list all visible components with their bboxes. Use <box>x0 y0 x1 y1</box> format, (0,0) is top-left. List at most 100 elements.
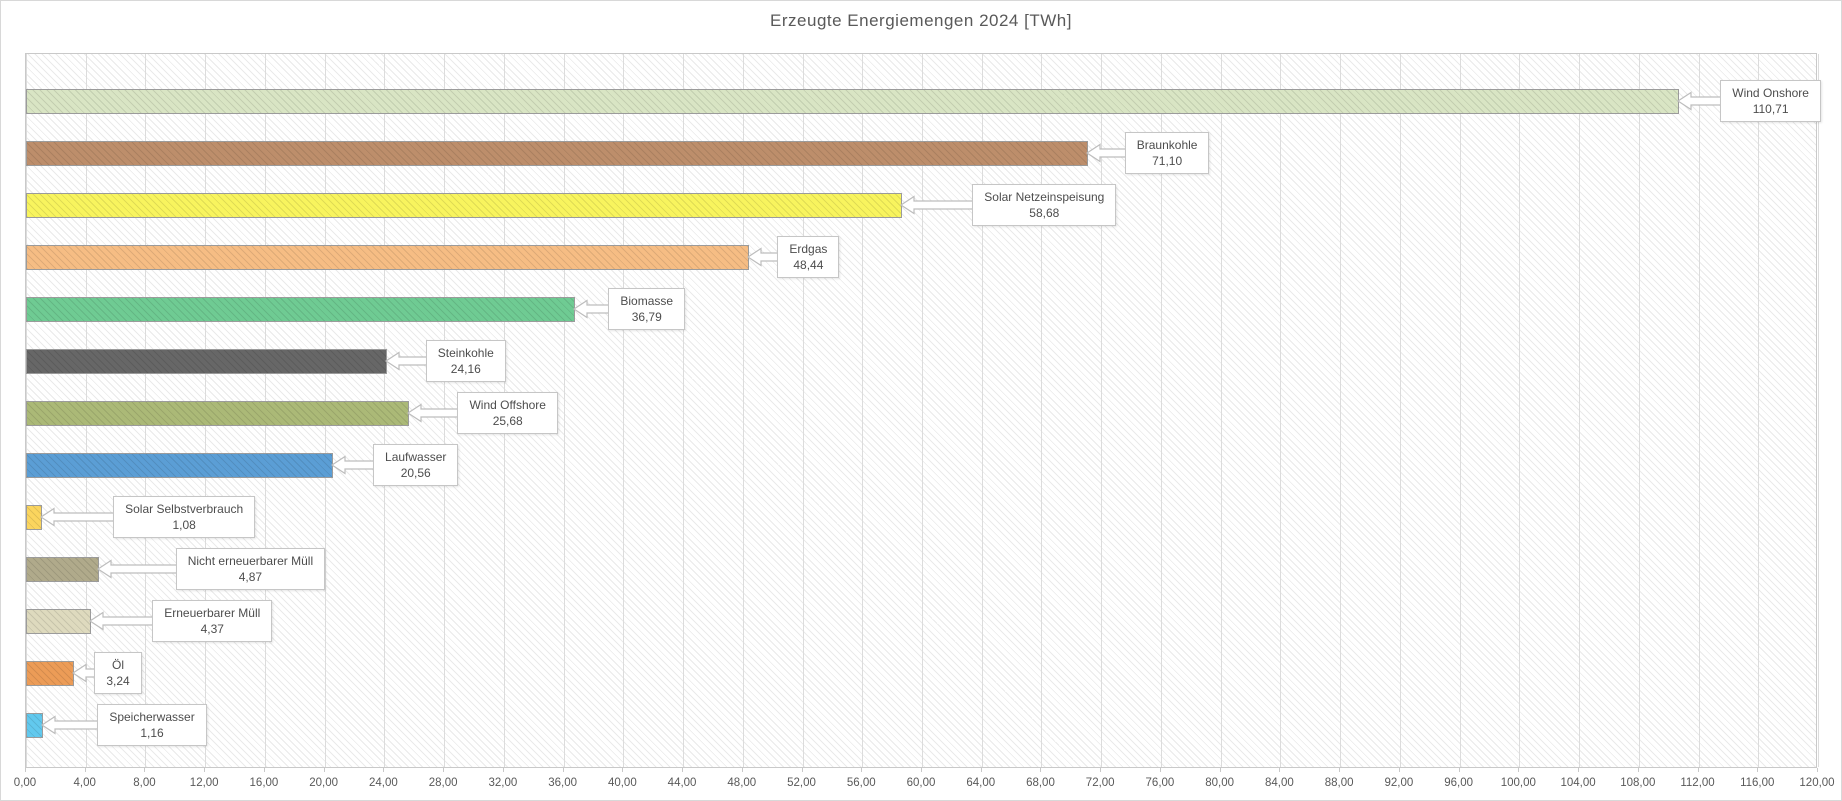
bar-callout: Öl 3,24 <box>94 652 142 694</box>
callout-arrow-icon <box>96 559 182 579</box>
bar-callout-label: Nicht erneuerbarer Müll <box>187 554 314 568</box>
x-tick-label: 52,00 <box>787 777 816 789</box>
axis-tick <box>801 768 803 772</box>
bar-callout: Erneuerbarer Müll 4,37 <box>152 600 273 642</box>
x-tick-label: 84,00 <box>1265 777 1294 789</box>
bar-callout-label: Laufwasser <box>385 450 447 464</box>
axis-tick <box>502 768 504 772</box>
gridline <box>1459 54 1461 767</box>
gridline <box>1579 54 1581 767</box>
gridline <box>1399 54 1401 767</box>
gridline <box>742 54 744 767</box>
bar-callout-value: 36,79 <box>631 310 662 324</box>
gridline <box>1101 54 1103 767</box>
gridline <box>1818 54 1819 767</box>
axis-tick <box>1757 768 1759 772</box>
axis-tick <box>1637 768 1639 772</box>
bar-callout-label: Steinkohle <box>437 346 494 360</box>
axis-tick <box>1100 768 1102 772</box>
axis-tick <box>1458 768 1460 772</box>
x-tick-label: 28,00 <box>428 777 458 789</box>
gridline <box>683 54 685 767</box>
bar <box>26 192 903 218</box>
bar-callout-label: Öl <box>112 658 125 672</box>
axis-tick <box>144 768 146 772</box>
bar <box>26 88 1680 114</box>
gridline <box>1280 54 1282 767</box>
bar-callout-label: Wind Onshore <box>1732 86 1809 100</box>
axis-tick <box>682 768 684 772</box>
callout-arrow-icon <box>384 351 432 371</box>
x-tick-label: 44,00 <box>667 777 697 789</box>
bar-callout: Steinkohle 24,16 <box>425 340 506 382</box>
x-tick-label: 80,00 <box>1205 777 1235 789</box>
x-tick-label: 108,00 <box>1620 777 1656 789</box>
bar-callout-label: Braunkohle <box>1136 138 1198 152</box>
gridline <box>1758 54 1760 767</box>
x-tick-label: 104,00 <box>1560 777 1596 789</box>
axis-tick <box>443 768 445 772</box>
bar-callout-value: 1,08 <box>172 518 196 532</box>
bar-callout: Laufwasser 20,56 <box>373 444 459 486</box>
axis-tick <box>1518 768 1520 772</box>
x-tick-label: 20,00 <box>309 777 339 789</box>
x-tick-label: 0,00 <box>13 777 37 789</box>
axis-tick <box>622 768 624 772</box>
x-tick-label: 48,00 <box>727 777 757 789</box>
axis-tick <box>1159 768 1161 772</box>
plot-area: Wind Onshore 110,71 Braunkohle 71,10 Solar N… <box>25 53 1821 768</box>
x-tick-label: 40,00 <box>607 777 637 789</box>
axis-tick <box>383 768 385 772</box>
axis-tick <box>861 768 863 772</box>
callout-arrow-icon <box>89 611 158 631</box>
bar-callout: Erdgas 48,44 <box>777 236 840 278</box>
gridline <box>981 54 983 767</box>
bar-callout-value: 20,56 <box>400 466 431 480</box>
x-tick-label: 56,00 <box>846 777 876 789</box>
x-tick-label: 64,00 <box>966 777 996 789</box>
gridline <box>1160 54 1162 767</box>
x-tick-label: 24,00 <box>369 777 398 789</box>
bar-callout-value: 110,71 <box>1752 102 1789 116</box>
bar-callout: Biomasse 36,79 <box>608 288 686 330</box>
bar-callout: Solar Netzeinspeisung 58,68 <box>972 184 1117 226</box>
bar-callout-value: 1,16 <box>140 726 164 740</box>
bar-callout-value: 58,68 <box>1029 206 1060 220</box>
chart-title: Erzeugte Energiemengen 2024 [TWh] <box>770 11 1072 30</box>
x-tick-label: 72,00 <box>1085 777 1115 789</box>
gridline <box>922 54 923 767</box>
x-tick-label: 96,00 <box>1444 777 1473 789</box>
axis-tick <box>1398 768 1400 772</box>
bar-callout-value: 71,10 <box>1152 154 1183 168</box>
bar-callout-value: 3,24 <box>106 674 130 688</box>
x-tick-label: 88,00 <box>1324 777 1354 789</box>
bar-callout-label: Biomasse <box>620 294 674 308</box>
x-tick-label: 116,00 <box>1740 777 1775 789</box>
axis-tick <box>1279 768 1281 772</box>
axis-tick <box>1040 768 1042 772</box>
bar-callout-value: 48,44 <box>793 258 824 272</box>
x-tick-label: 76,00 <box>1145 777 1175 789</box>
axis-tick <box>1697 768 1699 772</box>
x-axis: 0,00 4,00 8,00 12,00 16,00 20,00 24,00 28,00 32,… <box>14 768 1835 798</box>
axis-tick <box>323 768 325 772</box>
bar <box>26 608 92 634</box>
callout-arrow-icon <box>407 403 464 423</box>
axis-tick <box>562 768 564 772</box>
gridline <box>1638 54 1640 767</box>
x-tick-label: 8,00 <box>133 777 156 789</box>
bar-callout-value: 25,68 <box>492 414 523 428</box>
bar-callout-label: Solar Netzeinspeisung <box>984 190 1105 204</box>
x-tick-label: 32,00 <box>488 777 518 789</box>
bar <box>26 660 75 686</box>
bar <box>26 556 99 582</box>
axis-tick <box>263 768 265 772</box>
callout-arrow-icon <box>40 507 119 527</box>
x-tick-label: 4,00 <box>73 777 96 789</box>
bar-callout-label: Erdgas <box>789 242 828 256</box>
bar-callout-label: Erneuerbarer Müll <box>164 606 261 620</box>
bar-callout: Wind Onshore 110,71 <box>1720 80 1821 122</box>
bar <box>26 296 576 322</box>
bar-callout: Wind Offshore 25,68 <box>457 392 558 434</box>
gridline <box>1041 54 1043 767</box>
